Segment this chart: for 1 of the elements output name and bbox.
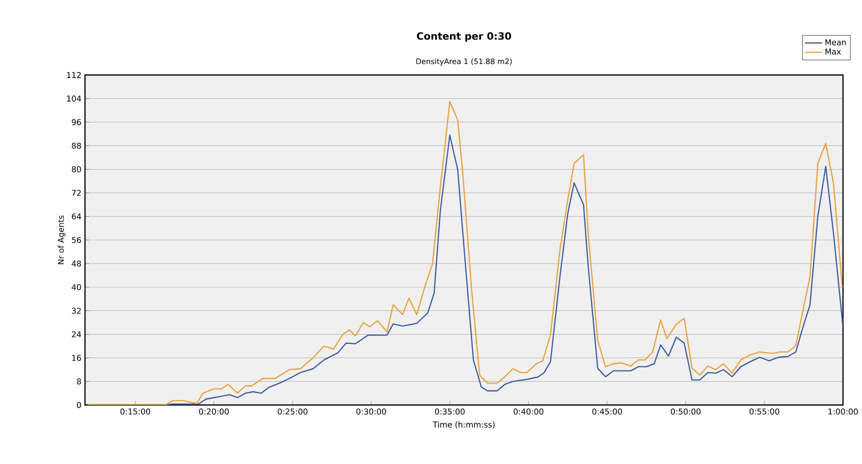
chart-title: Content per 0:30 bbox=[416, 32, 512, 42]
